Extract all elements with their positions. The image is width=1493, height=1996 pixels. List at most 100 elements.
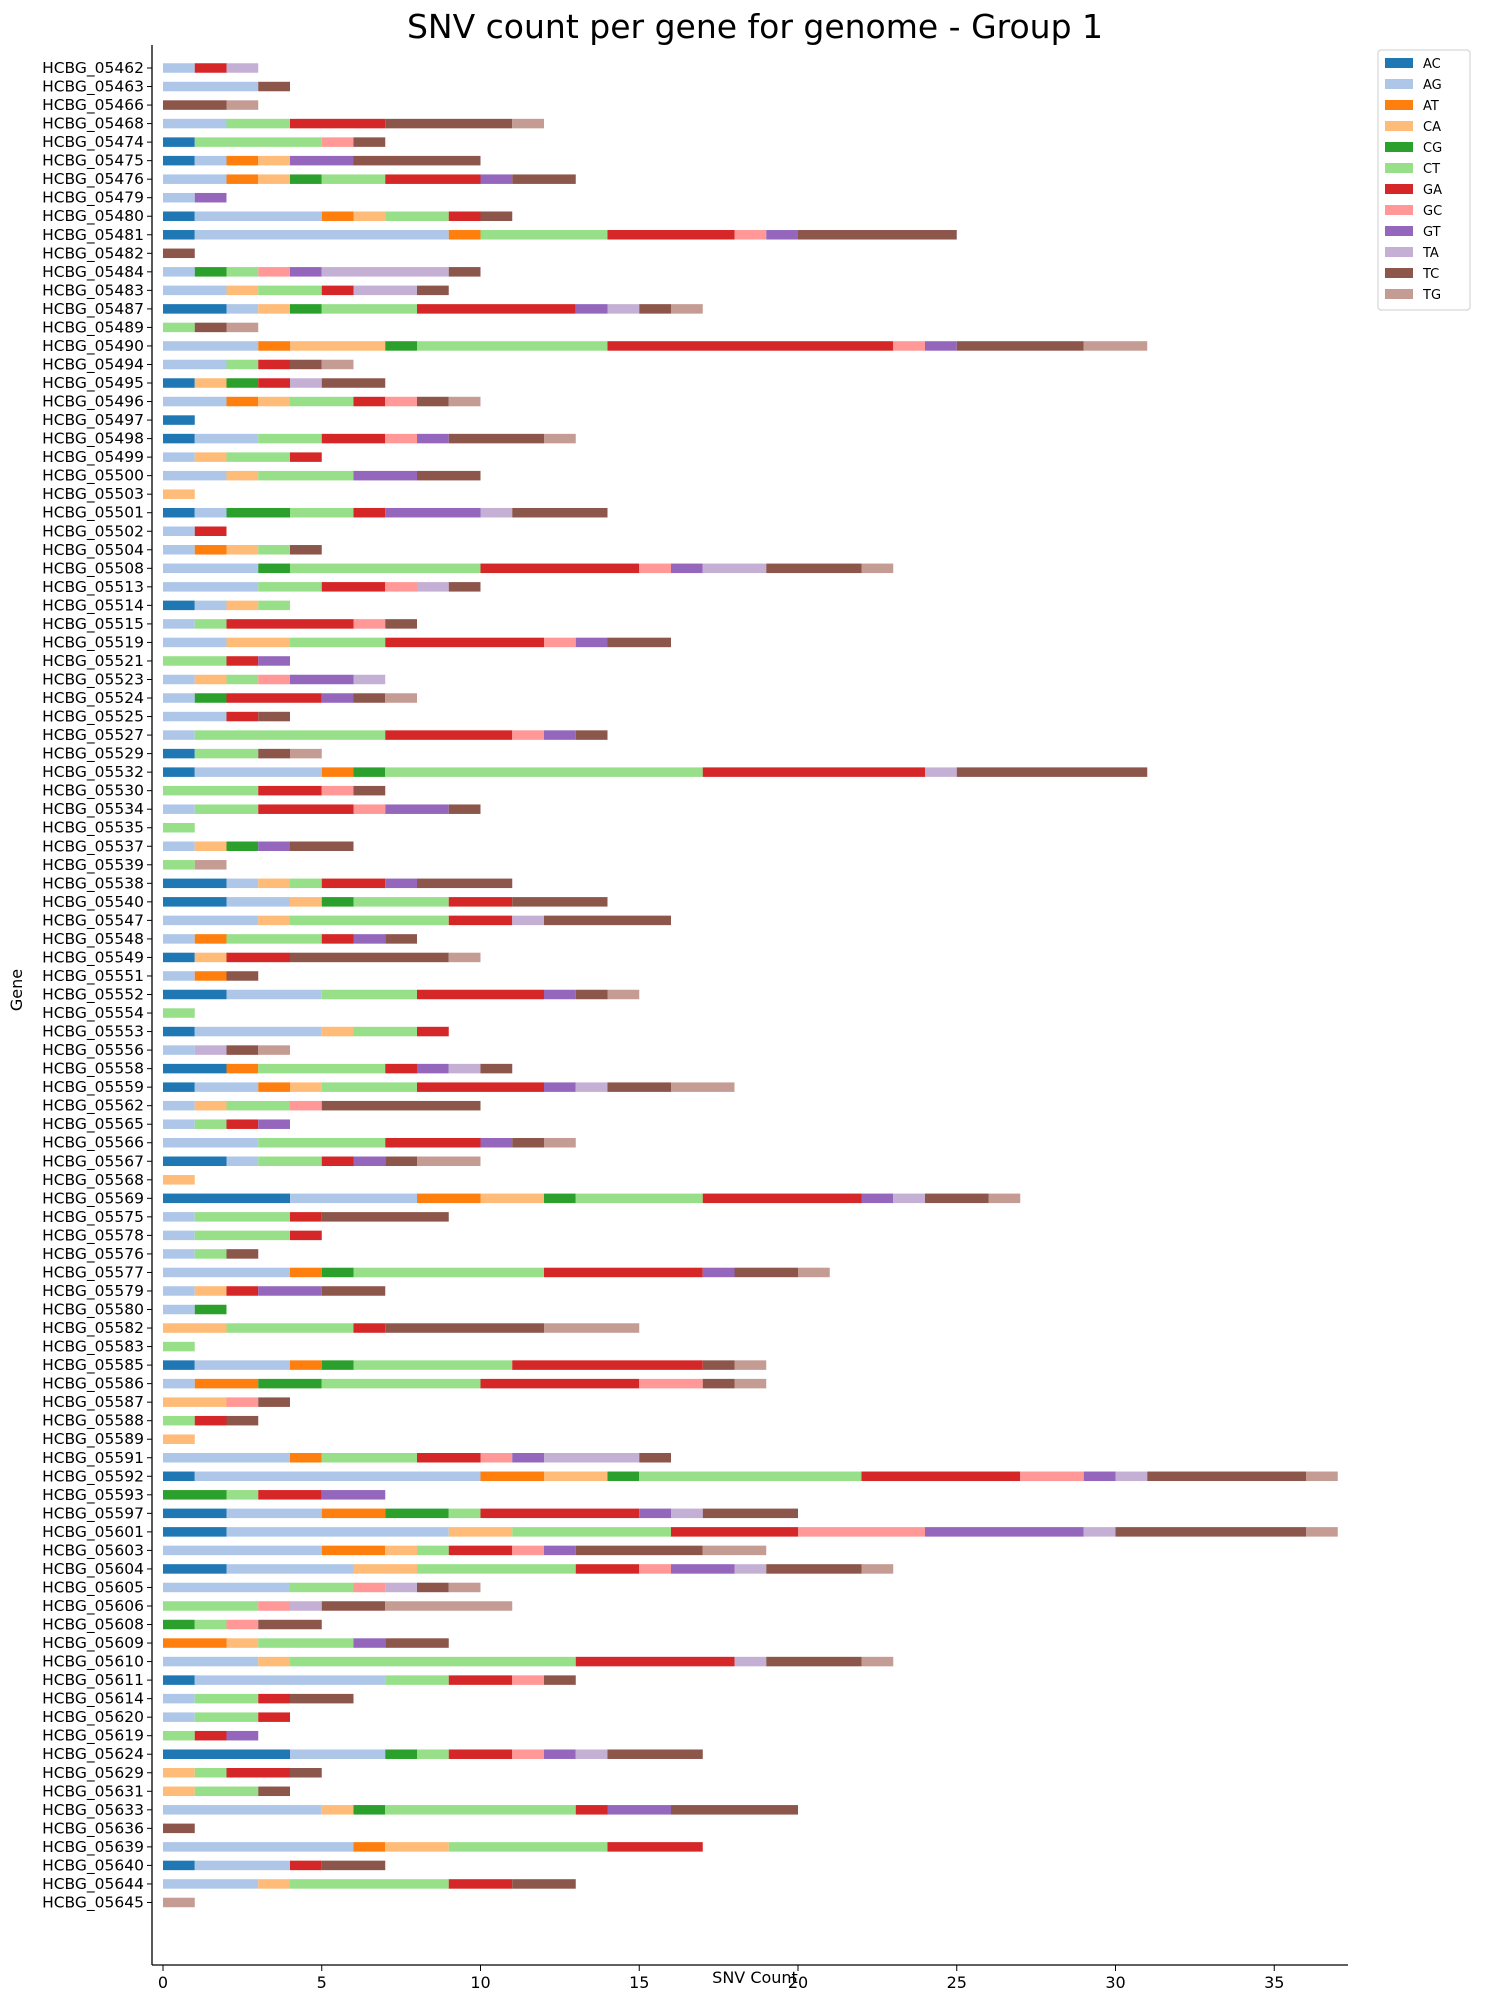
y-tick-label: HCBG_05501 (42, 504, 144, 523)
bar-HCBG_05527 (163, 730, 608, 740)
bar-segment-HCBG_05565-AG (163, 1119, 195, 1129)
bar-segment-HCBG_05496-GC (385, 396, 417, 407)
bar-HCBG_05605 (163, 1582, 481, 1593)
legend-swatch-GT (1385, 226, 1413, 236)
bar-segment-HCBG_05495-AC (163, 378, 195, 388)
bar-segment-HCBG_05487-CG (290, 304, 322, 314)
bar-segment-HCBG_05586-TG (734, 1378, 767, 1389)
bar-segment-HCBG_05603-AG (163, 1545, 322, 1556)
bar-segment-HCBG_05463-TC (258, 81, 290, 92)
bar-segment-HCBG_05604-TC (766, 1564, 862, 1574)
bar-segment-HCBG_05569-CT (575, 1193, 703, 1204)
bar-segment-HCBG_05547-CA (258, 915, 290, 926)
bar-HCBG_05551 (163, 971, 259, 981)
bar-HCBG_05480 (163, 211, 513, 221)
bar-segment-HCBG_05633-AG (163, 1805, 322, 1815)
bar-segment-HCBG_05462-AG (163, 63, 195, 73)
bar-segment-HCBG_05566-GA (385, 1137, 481, 1148)
bar-segment-HCBG_05559-AT (258, 1082, 290, 1092)
y-tick-label: HCBG_05591 (42, 1449, 144, 1468)
bar-HCBG_05462 (163, 63, 259, 73)
bar-segment-HCBG_05620-GA (258, 1712, 290, 1722)
bar-segment-HCBG_05593-GA (258, 1490, 322, 1500)
bar-segment-HCBG_05569-CA (480, 1193, 544, 1204)
bar-segment-HCBG_05480-CA (353, 211, 386, 221)
bar-segment-HCBG_05495-TA (290, 378, 322, 388)
bar-segment-HCBG_05508-TC (766, 563, 862, 574)
bar-segment-HCBG_05591-TC (639, 1453, 671, 1463)
y-tick-label: HCBG_05524 (42, 689, 144, 708)
bar-HCBG_05500 (163, 470, 481, 481)
bar-segment-HCBG_05558-TC (480, 1063, 513, 1074)
bar-segment-HCBG_05548-TC (385, 934, 417, 944)
bar-segment-HCBG_05569-AT (417, 1193, 481, 1204)
bar-segment-HCBG_05508-TA (702, 563, 767, 574)
bar-HCBG_05554 (163, 1008, 195, 1018)
legend-label-CA: CA (1423, 120, 1441, 135)
bar-segment-HCBG_05487-CA (258, 304, 290, 314)
y-tick-label: HCBG_05593 (42, 1486, 144, 1505)
y-tick-label: HCBG_05553 (42, 1023, 144, 1042)
bar-segment-HCBG_05591-AG (163, 1453, 290, 1463)
y-tick-label: HCBG_05577 (42, 1263, 144, 1282)
y-tick-label: HCBG_05640 (42, 1856, 144, 1875)
bar-segment-HCBG_05462-GA (194, 63, 227, 73)
bar-segment-HCBG_05631-CT (194, 1786, 259, 1797)
bar-HCBG_05604 (163, 1564, 894, 1574)
bar-segment-HCBG_05562-AG (163, 1100, 195, 1111)
bar-segment-HCBG_05611-AC (163, 1675, 195, 1685)
y-tick-label: HCBG_05513 (42, 578, 144, 597)
bar-segment-HCBG_05487-AG (226, 304, 259, 314)
bar-HCBG_05479 (163, 192, 227, 203)
bar-HCBG_05576 (163, 1249, 259, 1259)
bar-segment-HCBG_05481-AC (163, 230, 195, 240)
bar-segment-HCBG_05576-CT (194, 1249, 227, 1259)
bar-segment-HCBG_05540-AG (226, 897, 290, 907)
bar-segment-HCBG_05482-TC (163, 248, 195, 259)
y-tick-label: HCBG_05514 (42, 596, 144, 615)
bar-segment-HCBG_05540-CT (353, 897, 449, 907)
bar-segment-HCBG_05601-AG (226, 1527, 449, 1537)
bar-segment-HCBG_05539-CT (163, 860, 195, 870)
bar-segment-HCBG_05604-TA (734, 1564, 767, 1574)
bar-segment-HCBG_05519-CT (290, 637, 386, 648)
bar-segment-HCBG_05530-GA (258, 785, 322, 796)
bar-HCBG_05582 (163, 1323, 640, 1333)
y-tick-label: HCBG_05487 (42, 300, 144, 319)
bar-segment-HCBG_05644-TC (512, 1879, 576, 1889)
bar-segment-HCBG_05575-AG (163, 1212, 195, 1222)
y-tick-label: HCBG_05508 (42, 559, 144, 578)
x-tick-label: 10 (470, 1973, 490, 1992)
bar-segment-HCBG_05513-AG (163, 582, 259, 592)
bar-segment-HCBG_05553-CT (353, 1026, 417, 1037)
bar-segment-HCBG_05556-TC (226, 1045, 259, 1055)
bar-segment-HCBG_05501-GT (385, 507, 481, 518)
y-tick-label: HCBG_05583 (42, 1338, 144, 1357)
bar-segment-HCBG_05624-GA (448, 1749, 513, 1759)
bar-segment-HCBG_05480-GA (448, 211, 481, 221)
bar-segment-HCBG_05499-CA (194, 452, 227, 462)
bar-segment-HCBG_05575-GA (290, 1212, 322, 1222)
bar-segment-HCBG_05586-CT (321, 1378, 481, 1389)
bar-segment-HCBG_05468-TG (512, 118, 544, 129)
bar-segment-HCBG_05603-AT (321, 1545, 386, 1556)
bar-segment-HCBG_05611-GA (448, 1675, 513, 1685)
bar-HCBG_05495 (163, 378, 386, 388)
legend-label-TC: TC (1422, 267, 1439, 282)
bar-segment-HCBG_05585-CG (321, 1360, 354, 1370)
bar-segment-HCBG_05601-TA (1083, 1527, 1116, 1537)
bar-segment-HCBG_05475-AC (163, 155, 195, 166)
bar-segment-HCBG_05523-TA (353, 674, 386, 685)
y-tick-label: HCBG_05502 (42, 522, 144, 541)
bar-segment-HCBG_05580-CG (194, 1304, 227, 1315)
legend-swatch-TA (1385, 247, 1413, 257)
bar-segment-HCBG_05480-AC (163, 211, 195, 221)
bar-segment-HCBG_05597-GT (639, 1508, 671, 1519)
legend-label-TA: TA (1422, 246, 1439, 261)
bar-segment-HCBG_05601-CT (512, 1527, 671, 1537)
bar-segment-HCBG_05534-GA (258, 804, 354, 814)
bar-HCBG_05614 (163, 1693, 354, 1704)
bar-segment-HCBG_05587-GC (226, 1397, 259, 1407)
bar-segment-HCBG_05496-CA (258, 396, 290, 407)
bar-segment-HCBG_05629-GA (226, 1768, 290, 1778)
